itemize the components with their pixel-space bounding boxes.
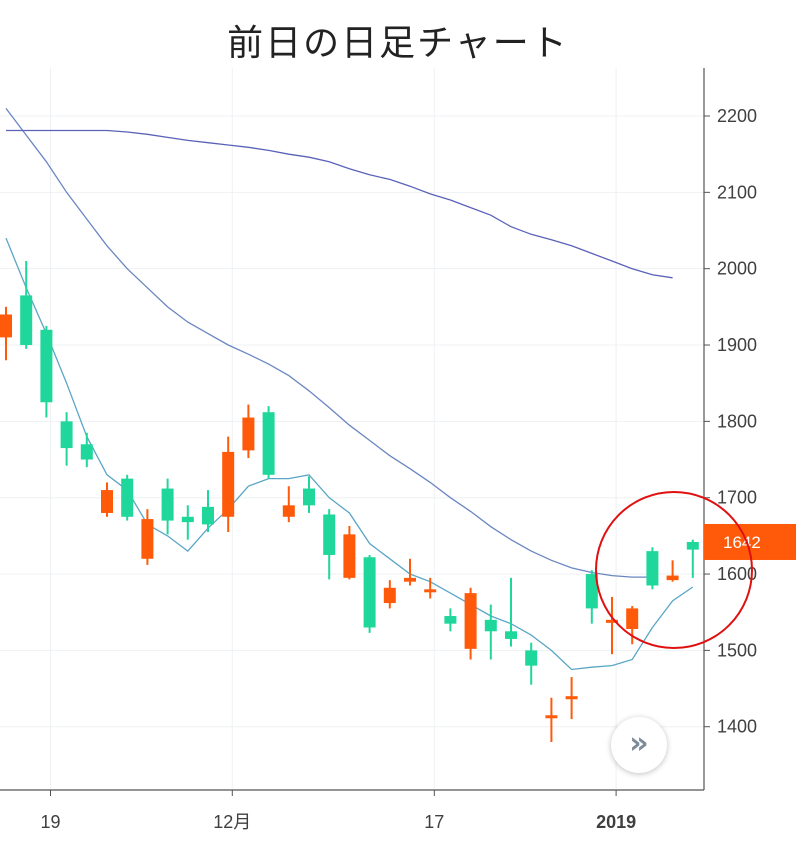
candle-body xyxy=(0,314,12,338)
x-tick-label: 12月 xyxy=(213,812,251,832)
grid-lines xyxy=(0,68,704,790)
candle-body xyxy=(60,421,73,449)
ma-line-2 xyxy=(5,108,653,578)
candle-body xyxy=(585,574,598,609)
candle-body xyxy=(686,541,699,550)
candle-body xyxy=(565,696,578,700)
candle-body xyxy=(545,715,558,719)
candle-body xyxy=(282,505,295,517)
candle-body xyxy=(646,551,659,586)
candle-body xyxy=(464,593,477,649)
candle-body xyxy=(424,589,437,593)
moving-average-lines xyxy=(5,108,694,671)
last-price-value: 1642 xyxy=(723,533,761,552)
y-tick-label: 2000 xyxy=(717,259,757,279)
candles xyxy=(0,261,699,742)
y-tick-label: 1700 xyxy=(717,488,757,508)
candle-body xyxy=(242,417,255,451)
candle-body xyxy=(606,619,618,623)
candle-body xyxy=(484,619,497,632)
candle-body xyxy=(363,557,376,628)
y-tick-label: 2100 xyxy=(717,182,757,202)
y-tick-label: 1600 xyxy=(717,564,757,584)
candle-body xyxy=(383,587,396,604)
candle-body xyxy=(444,616,457,624)
candle-body xyxy=(222,451,235,517)
y-tick-label: 1800 xyxy=(717,411,757,431)
candle-body xyxy=(505,631,517,639)
axes: 1400 1500 1600 1700 1800 1900 2000 2100 2200 19 12… xyxy=(0,68,757,832)
x-tick-label: 17 xyxy=(424,812,444,832)
x-tick-label: 2019 xyxy=(596,812,636,832)
candle-body xyxy=(161,488,174,521)
candle-body xyxy=(80,444,93,460)
y-tick-label: 1400 xyxy=(717,717,757,737)
candle-body xyxy=(262,412,275,475)
double-chevron-right-icon: » xyxy=(629,725,649,761)
candle-body xyxy=(141,519,154,559)
candle-body xyxy=(202,506,214,525)
candle-body xyxy=(40,329,53,403)
ma-line-1 xyxy=(5,237,694,671)
candle-body xyxy=(404,577,416,582)
candle-body xyxy=(303,488,315,506)
y-tick-label: 1500 xyxy=(717,640,757,660)
candle-body xyxy=(525,650,538,666)
highlight-circle xyxy=(595,491,753,649)
x-tick-label: 19 xyxy=(40,812,60,832)
candle-body xyxy=(323,514,336,555)
candle-body xyxy=(121,478,134,517)
candle-body xyxy=(666,575,679,581)
candle-body xyxy=(101,490,113,513)
candle-body xyxy=(626,608,639,630)
y-tick-label: 2200 xyxy=(717,106,757,126)
candle-body xyxy=(343,534,356,578)
candle-body xyxy=(20,295,33,346)
candle-body xyxy=(181,516,194,523)
scroll-to-latest-button[interactable]: » xyxy=(611,717,667,773)
y-tick-label: 1900 xyxy=(717,335,757,355)
ma-line-3 xyxy=(6,129,673,279)
chart-title: 前日の日足チャート xyxy=(227,23,569,64)
